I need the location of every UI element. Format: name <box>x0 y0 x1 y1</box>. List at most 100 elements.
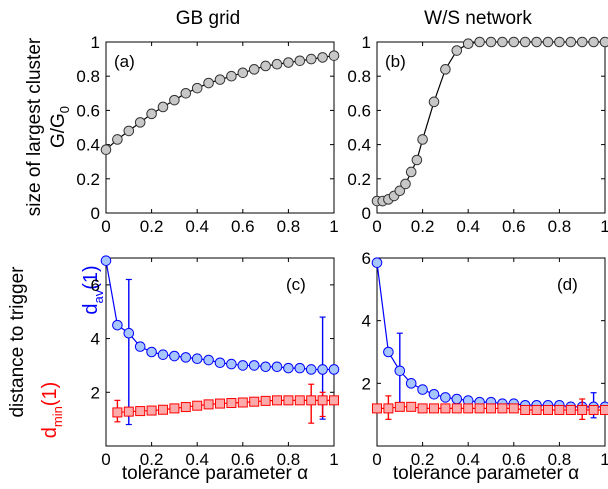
x-tick-label: 0.2 <box>411 217 435 236</box>
y-tick-label: 0.8 <box>347 67 371 86</box>
y-label-bottom: distance to trigger <box>7 266 28 418</box>
x-tick-label: 0.2 <box>140 450 164 469</box>
data-point <box>428 96 440 108</box>
data-point <box>405 378 417 389</box>
data-point <box>317 395 328 406</box>
data-point <box>411 154 423 166</box>
y-tick-label: 0.2 <box>76 170 100 189</box>
data-point <box>180 402 191 413</box>
y-tick-label: 4 <box>362 312 371 331</box>
x-tick-label: 0.2 <box>140 217 164 236</box>
series-line <box>105 55 335 151</box>
data-point <box>463 403 474 414</box>
data-point <box>497 36 508 48</box>
data-point <box>383 346 394 358</box>
data-point <box>134 341 146 352</box>
data-point <box>317 364 328 375</box>
y-tick-label: 0 <box>362 204 371 223</box>
panel-d: 0 0.2 0.4 0.6 0.8 1 2 4 6 (d) <box>362 249 608 469</box>
x-tick-label: 0.8 <box>277 217 301 236</box>
data-point <box>226 70 237 82</box>
panel-label: (a) <box>114 52 135 71</box>
data-point <box>531 36 542 48</box>
y-tick-label: 2 <box>91 383 100 402</box>
legend-dmin: dmin(1) <box>39 382 65 439</box>
series-gray <box>371 36 608 207</box>
data-point <box>123 406 134 417</box>
x-tick-label: 1 <box>600 217 608 236</box>
data-point <box>146 405 157 416</box>
data-point <box>305 53 317 65</box>
data-point <box>519 36 531 48</box>
data-point <box>317 52 328 63</box>
data-point <box>577 404 588 415</box>
data-point <box>294 55 306 67</box>
panel-label: (d) <box>557 275 578 294</box>
data-point <box>203 399 214 410</box>
x-tick-label: 0.6 <box>231 450 255 469</box>
y-tick-label: 2 <box>362 374 371 393</box>
y-tick-label: 0.4 <box>76 136 100 155</box>
data-point <box>394 365 406 377</box>
data-point <box>226 398 237 409</box>
data-point <box>214 357 226 369</box>
panel-label: (c) <box>286 275 306 294</box>
data-point <box>146 346 157 358</box>
data-point <box>226 358 237 370</box>
x-tick-label: 0.4 <box>456 217 480 236</box>
data-point <box>249 396 260 407</box>
data-point <box>428 389 440 400</box>
data-point <box>112 407 123 418</box>
data-point <box>169 403 180 414</box>
data-point <box>203 354 214 366</box>
data-point <box>588 36 599 48</box>
y-tick-label: 6 <box>362 249 371 268</box>
data-point <box>283 395 294 406</box>
data-point <box>283 57 294 68</box>
data-point <box>237 67 249 79</box>
data-point <box>169 350 180 362</box>
data-point <box>192 400 203 411</box>
data-point <box>305 364 317 375</box>
data-point <box>406 401 417 412</box>
data-point <box>306 395 317 406</box>
data-point <box>451 403 462 414</box>
y-tick-label: 1 <box>91 33 100 52</box>
x-tick-label: 1 <box>600 450 608 469</box>
data-point <box>405 166 417 178</box>
panel-a: 0 0.2 0.4 0.6 0.8 1 0 0.2 0.4 0.6 0.8 1 (a) <box>76 33 340 236</box>
x-tick-label: 0.4 <box>456 450 480 469</box>
data-point <box>158 404 168 415</box>
data-point <box>283 362 294 374</box>
data-point <box>214 74 226 85</box>
x-tick-label: 0 <box>372 450 381 469</box>
data-point <box>157 101 169 113</box>
y-label-top-line2: G/G0 <box>48 106 72 148</box>
axes-frame <box>376 257 606 447</box>
data-point <box>146 108 157 120</box>
data-point <box>112 134 123 145</box>
series-red <box>112 383 339 424</box>
data-point <box>100 144 112 156</box>
data-point <box>440 64 451 75</box>
x-tick-label: 0.6 <box>231 217 255 236</box>
data-point <box>271 361 283 373</box>
x-tick-label: 0 <box>372 217 381 236</box>
data-point <box>508 403 519 414</box>
data-point <box>462 38 474 50</box>
x-tick-label: 0 <box>101 450 110 469</box>
x-tick-label: 0 <box>101 217 110 236</box>
data-point <box>260 395 271 406</box>
y-axis-label-top: size of largest cluster G/G0 <box>24 37 72 216</box>
axes-frame <box>376 41 606 214</box>
data-point <box>554 36 565 48</box>
data-point <box>429 403 439 414</box>
data-point <box>180 88 192 99</box>
data-point <box>135 406 146 417</box>
data-point <box>417 134 428 145</box>
data-point <box>485 36 497 48</box>
series-gray <box>100 50 340 156</box>
data-point <box>328 50 340 61</box>
y-tick-label: 0.4 <box>347 136 371 155</box>
data-point <box>260 361 271 373</box>
